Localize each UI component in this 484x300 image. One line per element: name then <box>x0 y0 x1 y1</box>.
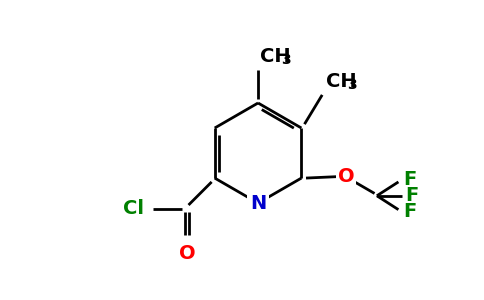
Text: N: N <box>250 194 266 213</box>
Text: O: O <box>338 167 354 186</box>
Text: CH: CH <box>259 47 290 66</box>
Text: F: F <box>403 202 416 221</box>
Text: O: O <box>179 244 196 262</box>
Text: F: F <box>406 186 419 205</box>
Text: 3: 3 <box>348 78 357 92</box>
Text: CH: CH <box>326 72 357 91</box>
Text: 3: 3 <box>281 53 291 67</box>
Text: Cl: Cl <box>123 200 144 218</box>
Text: F: F <box>403 170 416 189</box>
